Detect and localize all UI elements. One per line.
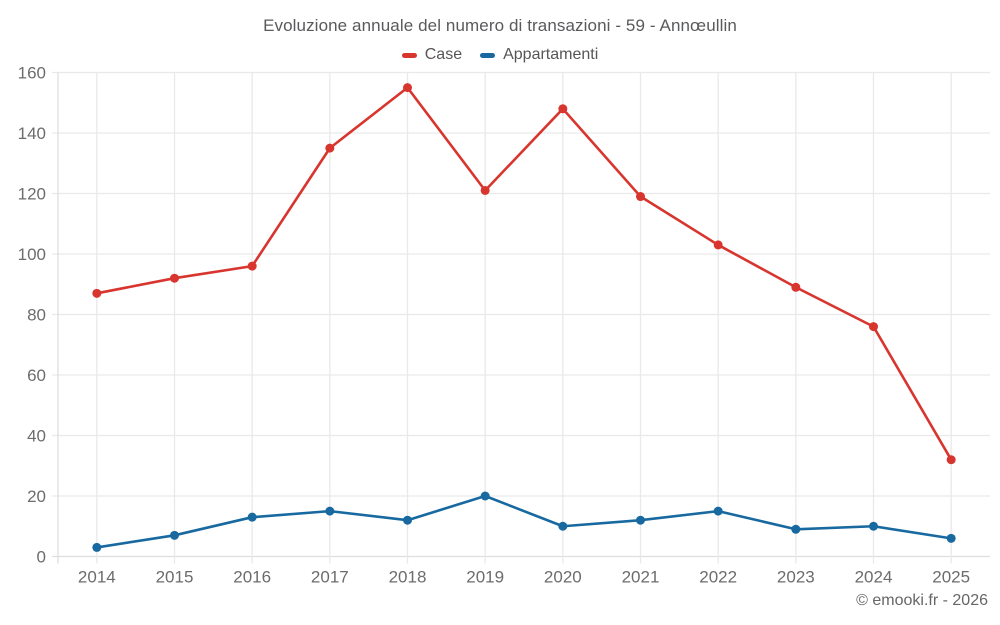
- data-point-case-2025[interactable]: [946, 455, 956, 465]
- legend-item-case[interactable]: Case: [401, 46, 463, 64]
- x-axis-tick-label: 2015: [156, 568, 194, 587]
- y-axis-tick-label: 60: [27, 366, 46, 385]
- y-axis-tick-label: 140: [18, 124, 46, 143]
- y-axis-tick-label: 100: [18, 245, 46, 264]
- data-point-case-2023[interactable]: [791, 282, 801, 292]
- data-point-case-2021[interactable]: [636, 192, 645, 202]
- data-point-appartamenti-2024[interactable]: [869, 521, 878, 531]
- data-point-appartamenti-2019[interactable]: [480, 491, 490, 501]
- case-series-swatch-icon: [401, 52, 417, 58]
- x-axis-tick-label: 2025: [932, 568, 970, 587]
- copyright-credit: © emooki.fr - 2026: [856, 592, 988, 609]
- x-axis-tick-label: 2014: [78, 568, 116, 587]
- y-axis-tick-label: 40: [27, 427, 46, 446]
- x-axis-tick-label: 2017: [311, 568, 349, 587]
- y-axis-tick-label: 80: [27, 306, 46, 325]
- x-axis-tick-label: 2023: [777, 568, 815, 587]
- chart-title: Evoluzione annuale del numero di transaz…: [263, 16, 737, 35]
- y-axis-tick-label: 120: [18, 185, 46, 204]
- y-axis-tick-label: 0: [37, 548, 46, 567]
- x-axis-tick-label: 2020: [544, 568, 582, 587]
- data-point-case-2020[interactable]: [558, 104, 568, 114]
- x-axis-tick-label: 2019: [466, 568, 504, 587]
- x-axis-tick-label: 2024: [855, 568, 893, 587]
- data-point-case-2014[interactable]: [92, 288, 102, 298]
- data-point-appartamenti-2018[interactable]: [403, 515, 412, 525]
- y-axis-tick-label: 20: [27, 487, 46, 506]
- x-axis-tick-label: 2021: [622, 568, 660, 587]
- data-point-case-2022[interactable]: [713, 240, 723, 250]
- data-point-appartamenti-2020[interactable]: [558, 521, 568, 531]
- data-point-appartamenti-2023[interactable]: [791, 524, 801, 534]
- data-point-appartamenti-2015[interactable]: [170, 530, 179, 540]
- data-point-case-2024[interactable]: [869, 322, 878, 332]
- data-point-case-2015[interactable]: [170, 273, 179, 283]
- data-point-case-2018[interactable]: [403, 83, 412, 93]
- data-point-appartamenti-2025[interactable]: [946, 533, 956, 543]
- legend-item-appartamenti[interactable]: Appartamenti: [480, 46, 598, 64]
- series-line-case: [95, 86, 953, 462]
- legend-label-appartamenti: Appartamenti: [503, 46, 599, 63]
- data-point-appartamenti-2022[interactable]: [713, 506, 723, 516]
- legend-label-case: Case: [424, 46, 463, 63]
- x-axis-tick-label: 2016: [233, 568, 271, 587]
- data-point-case-2016[interactable]: [247, 261, 257, 271]
- series-line-appartamenti: [95, 494, 953, 549]
- x-axis-tick-label: 2018: [389, 568, 427, 587]
- data-point-case-2017[interactable]: [325, 143, 335, 153]
- data-point-appartamenti-2021[interactable]: [636, 515, 645, 525]
- x-axis-tick-label: 2022: [699, 568, 737, 587]
- appartamenti-series-swatch-icon: [480, 52, 496, 58]
- y-axis-tick-label: 160: [18, 64, 46, 83]
- data-point-appartamenti-2016[interactable]: [247, 512, 257, 522]
- data-point-appartamenti-2017[interactable]: [325, 506, 335, 516]
- data-point-case-2019[interactable]: [480, 185, 490, 195]
- data-point-appartamenti-2014[interactable]: [92, 542, 102, 552]
- chart-legend: Case Appartamenti: [0, 46, 1000, 64]
